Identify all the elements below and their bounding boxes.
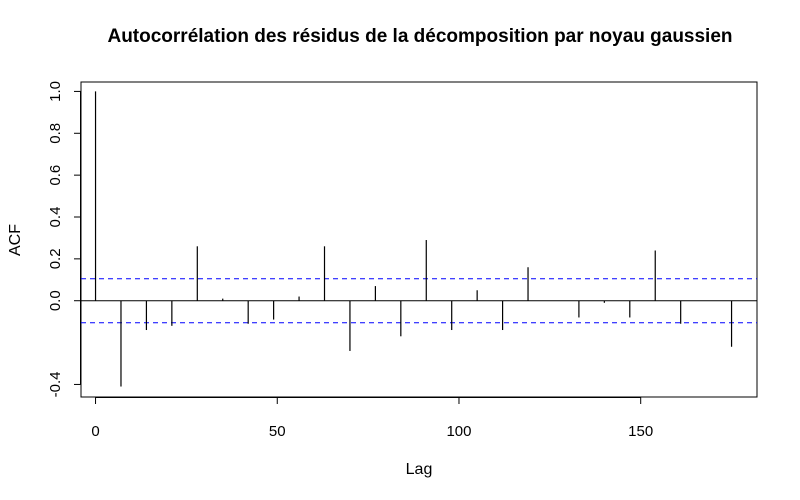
x-axis: 0 50 100 150	[91, 397, 653, 440]
y-tick-label: 0.6	[47, 165, 64, 186]
y-axis: -0.4 0.0 0.2 0.4 0.6 0.8 1.0	[47, 81, 81, 397]
y-tick-label: 0.4	[47, 207, 64, 228]
y-tick-label: -0.4	[47, 372, 64, 398]
x-tick-label: 150	[628, 423, 653, 440]
chart-title: Autocorrélation des résidus de la décomp…	[107, 26, 732, 47]
plot-area	[80, 81, 758, 398]
y-axis-label: ACF	[7, 224, 24, 256]
x-tick-label: 50	[269, 423, 286, 440]
plot-frame	[80, 81, 758, 398]
y-tick-label: 0.0	[47, 290, 64, 311]
confidence-bounds	[81, 278, 757, 324]
x-tick-label: 0	[91, 423, 99, 440]
y-tick-label: 0.2	[47, 248, 64, 269]
x-axis-label: Lag	[406, 461, 433, 478]
acf-stems	[94, 91, 733, 387]
y-tick-label: 0.8	[47, 123, 64, 144]
y-tick-label: 1.0	[47, 81, 64, 102]
x-tick-label: 100	[446, 423, 471, 440]
